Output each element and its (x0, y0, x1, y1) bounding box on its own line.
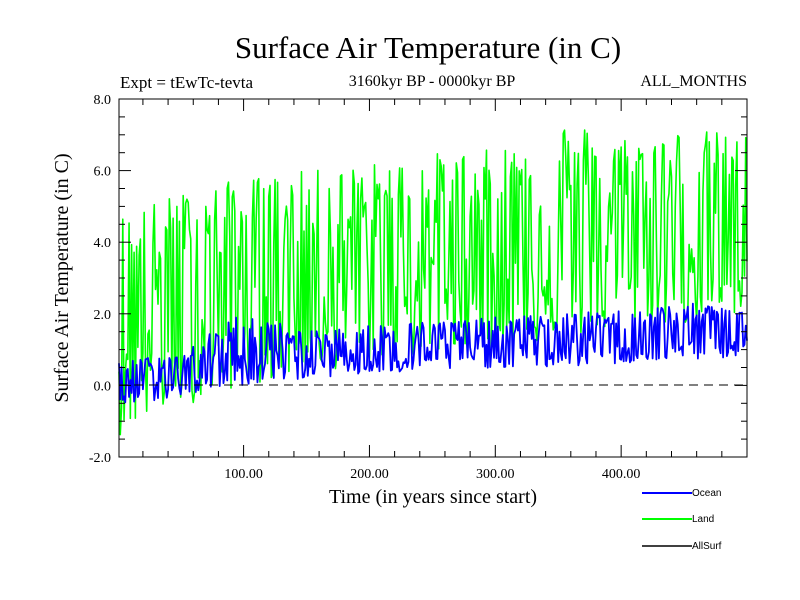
ticks-layer: -2.0 0.0 2.0 4.0 6.0 8.0 100.00 200.00 300.00 400… (89, 93, 747, 482)
x-tick-label: 200.00 (350, 467, 389, 482)
experiment-label: Expt = tEwTc-tevta (120, 73, 253, 92)
period-label: ALL_MONTHS (640, 73, 747, 90)
chart-subtitle: 3160kyr BP - 0000kyr BP (349, 73, 516, 90)
y-tick-label: 6.0 (94, 165, 112, 180)
x-axis-label: Time (in years since start) (329, 486, 537, 508)
series-line-ocean (118, 302, 748, 404)
y-tick-label: 0.0 (94, 379, 112, 394)
x-tick-label: 100.00 (224, 467, 263, 482)
legend: Ocean Land AllSurf (642, 488, 722, 552)
y-tick-label: 2.0 (94, 308, 112, 323)
x-tick-label: 300.00 (476, 467, 515, 482)
legend-item-ocean: Ocean (642, 488, 721, 499)
y-tick-label: 4.0 (94, 236, 112, 251)
legend-label-land: Land (692, 514, 714, 525)
chart-title: Surface Air Temperature (in C) (235, 30, 621, 65)
y-tick-label: -2.0 (89, 451, 111, 466)
series-layer (118, 129, 748, 436)
plot-area: -2.0 0.0 2.0 4.0 6.0 8.0 100.00 200.00 300.00 400… (89, 93, 748, 482)
x-tick-label: 400.00 (602, 467, 641, 482)
legend-item-land: Land (642, 514, 714, 525)
y-tick-label: 8.0 (94, 93, 112, 108)
y-axis-label: Surface Air Temperature (in C) (51, 153, 73, 402)
legend-label-ocean: Ocean (692, 488, 721, 499)
legend-label-allsurf: AllSurf (692, 541, 722, 552)
series-line-land (118, 129, 748, 436)
legend-item-allsurf: AllSurf (642, 541, 722, 552)
